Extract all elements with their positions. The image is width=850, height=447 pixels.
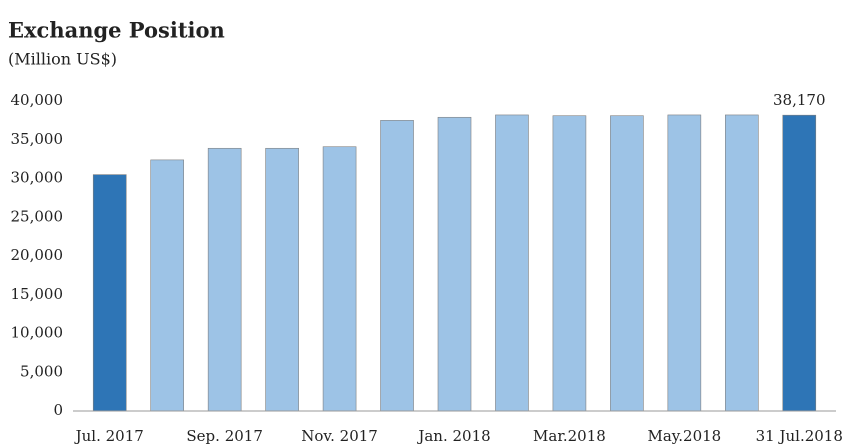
y-tick-label: 20,000 <box>11 246 64 264</box>
x-tick-label: Nov. 2017 <box>301 427 378 445</box>
bar <box>552 115 587 412</box>
data-label: 38,170 <box>773 91 826 109</box>
bar <box>782 114 817 412</box>
bar <box>150 159 184 412</box>
x-tick-label: Jul. 2017 <box>74 427 144 445</box>
chart-title: Exchange Position <box>8 18 225 43</box>
bar <box>610 115 644 412</box>
bar <box>207 147 242 412</box>
bar <box>495 114 529 412</box>
y-tick-label: 40,000 <box>11 91 64 109</box>
y-tick-label: 35,000 <box>11 130 64 148</box>
bar <box>667 114 702 412</box>
x-tick-label: Mar.2018 <box>533 427 606 445</box>
y-tick-label: 10,000 <box>11 324 64 342</box>
x-tick-label: 31 Jul.2018 <box>756 427 843 445</box>
bar <box>725 114 759 412</box>
bar <box>92 174 127 412</box>
y-tick-label: 15,000 <box>11 285 64 303</box>
x-tick-label: May.2018 <box>647 427 721 445</box>
bar <box>265 147 299 412</box>
x-tick-label: Sep. 2017 <box>186 427 262 445</box>
y-tick-label: 25,000 <box>11 207 64 225</box>
y-tick-label: 30,000 <box>11 169 64 187</box>
bar <box>380 120 414 412</box>
chart-subtitle: (Million US$) <box>8 50 117 69</box>
y-tick-label: 5,000 <box>20 362 63 380</box>
x-tick-label: Jan. 2018 <box>416 427 490 445</box>
bar <box>437 116 472 412</box>
bar <box>322 146 357 412</box>
y-tick-label: 0 <box>53 401 63 419</box>
